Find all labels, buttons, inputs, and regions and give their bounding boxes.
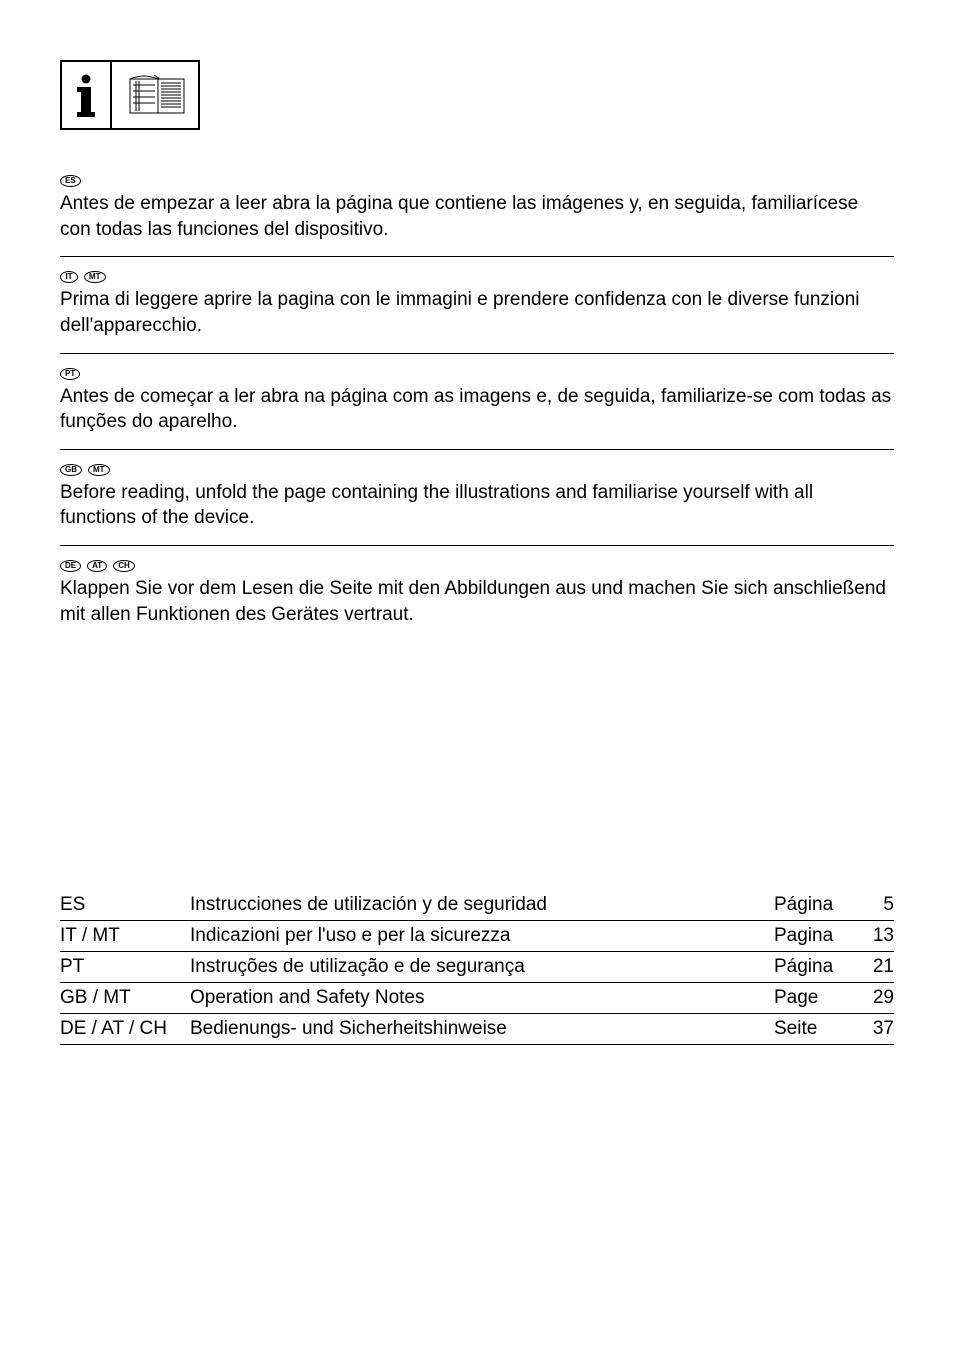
toc-row: IT / MTIndicazioni per l'uso e per la si… xyxy=(60,921,894,952)
toc-lang-code: PT xyxy=(60,956,190,978)
language-block: ES Antes de empezar a leer abra la página… xyxy=(60,175,894,257)
toc-row: PTInstruções de utilização e de seguranç… xyxy=(60,952,894,983)
toc-page-word: Page xyxy=(774,987,854,1009)
toc-page-number: 37 xyxy=(854,1018,894,1040)
country-tag: PT xyxy=(60,368,80,380)
toc-title: Operation and Safety Notes xyxy=(190,987,774,1009)
info-i-icon xyxy=(62,62,112,128)
language-instruction-text: Before reading, unfold the page containi… xyxy=(60,480,894,531)
toc-lang-code: GB / MT xyxy=(60,987,190,1009)
toc-lang-code: ES xyxy=(60,894,190,916)
table-of-contents: ESInstrucciones de utilización y de segu… xyxy=(60,890,894,1045)
country-tag: MT xyxy=(84,271,106,283)
info-icon-box xyxy=(60,60,200,130)
language-block: GB MT Before reading, unfold the page cont… xyxy=(60,464,894,546)
toc-title: Bedienungs- und Sicherheitshinweise xyxy=(190,1018,774,1040)
toc-row: ESInstrucciones de utilización y de segu… xyxy=(60,890,894,921)
country-tag: IT xyxy=(60,271,78,283)
language-instruction-text: Antes de começar a ler abra na página co… xyxy=(60,384,894,435)
country-tag: ES xyxy=(60,175,81,187)
toc-page-word: Página xyxy=(774,956,854,978)
country-tag-row: DE AT CH xyxy=(60,560,894,572)
toc-row: GB / MTOperation and Safety NotesPage29 xyxy=(60,983,894,1014)
foldout-book-icon xyxy=(112,62,198,128)
toc-row: DE / AT / CHBedienungs- und Sicherheitsh… xyxy=(60,1014,894,1045)
toc-title: Instruções de utilização e de segurança xyxy=(190,956,774,978)
toc-page-number: 29 xyxy=(854,987,894,1009)
country-tag: MT xyxy=(88,464,110,476)
toc-title: Indicazioni per l'uso e per la sicurezza xyxy=(190,925,774,947)
toc-page-word: Pagina xyxy=(774,925,854,947)
country-tag-row: IT MT xyxy=(60,271,894,283)
toc-lang-code: DE / AT / CH xyxy=(60,1018,190,1040)
toc-page-number: 13 xyxy=(854,925,894,947)
country-tag-row: PT xyxy=(60,368,894,380)
language-instruction-text: Klappen Sie vor dem Lesen die Seite mit … xyxy=(60,576,894,627)
language-block: DE AT CH Klappen Sie vor dem Lesen die Seit… xyxy=(60,560,894,641)
toc-lang-code: IT / MT xyxy=(60,925,190,947)
language-instruction-text: Prima di leggere aprire la pagina con le… xyxy=(60,287,894,338)
language-block: IT MT Prima di leggere aprire la pagina co… xyxy=(60,271,894,353)
country-tag: CH xyxy=(113,560,135,572)
country-tag: DE xyxy=(60,560,81,572)
toc-page-number: 5 xyxy=(854,894,894,916)
toc-page-word: Página xyxy=(774,894,854,916)
language-block: PT Antes de começar a ler abra na página … xyxy=(60,368,894,450)
toc-page-word: Seite xyxy=(774,1018,854,1040)
country-tag: GB xyxy=(60,464,82,476)
toc-title: Instrucciones de utilización y de seguri… xyxy=(190,894,774,916)
language-instruction-text: Antes de empezar a leer abra la página q… xyxy=(60,191,894,242)
country-tag-row: ES xyxy=(60,175,894,187)
country-tag-row: GB MT xyxy=(60,464,894,476)
country-tag: AT xyxy=(87,560,107,572)
toc-page-number: 21 xyxy=(854,956,894,978)
